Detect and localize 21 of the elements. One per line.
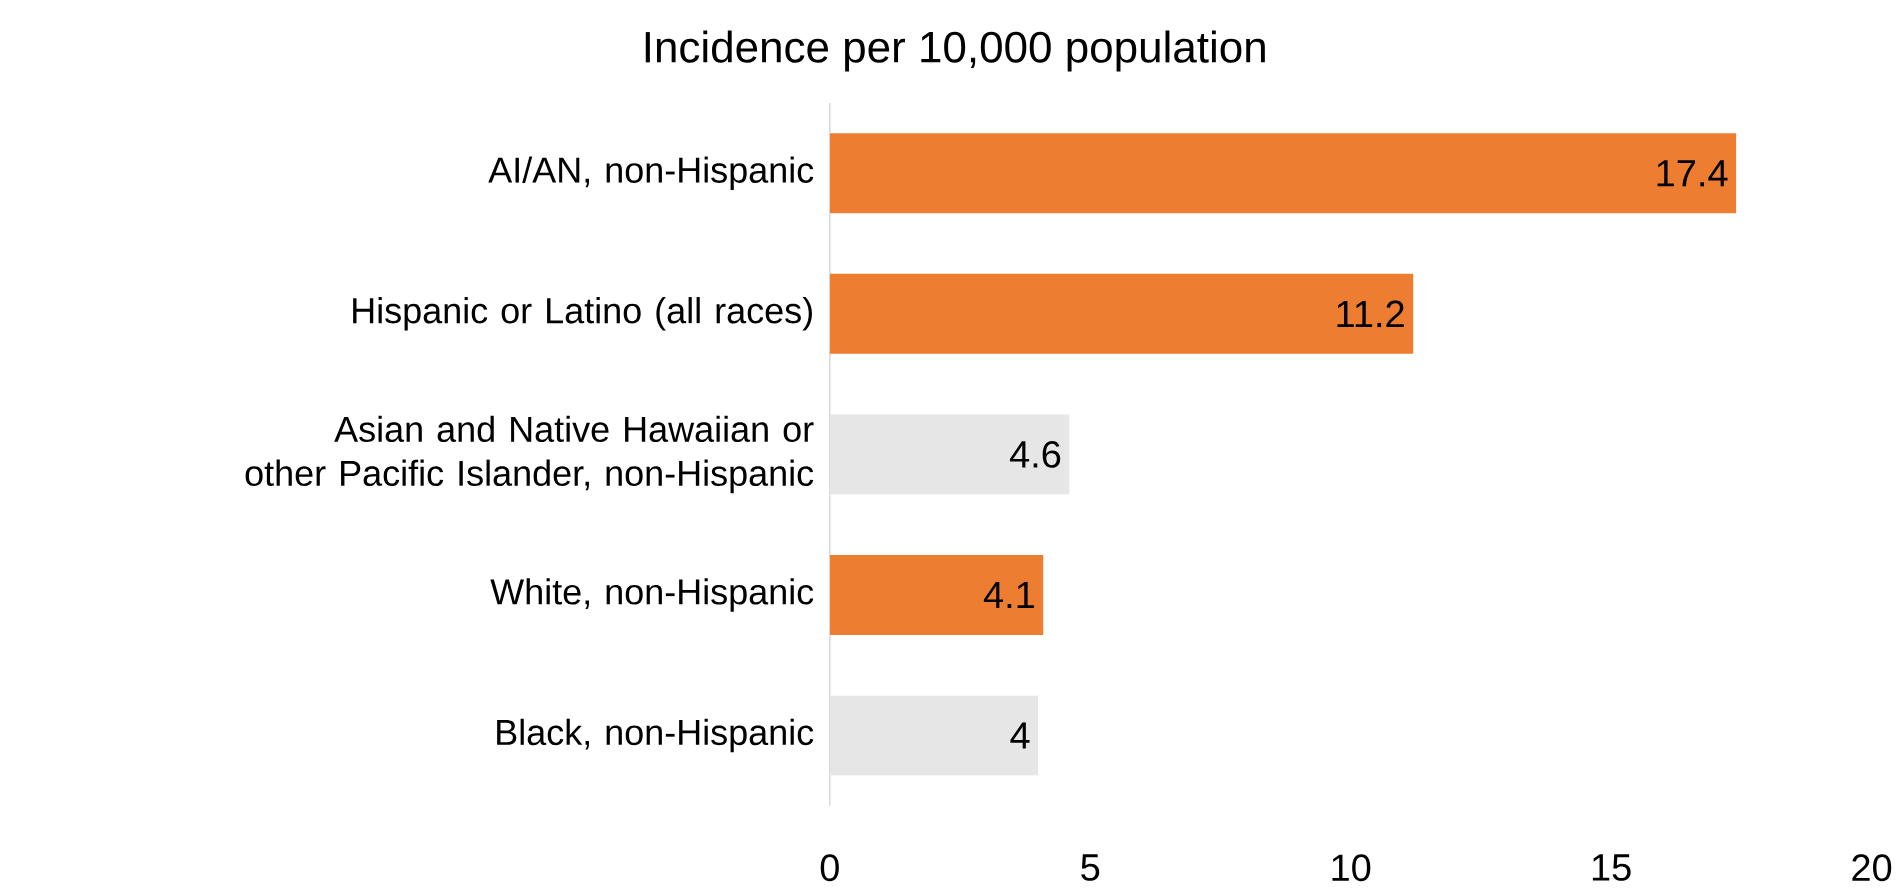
x-tick-label: 0 [820,854,839,882]
data-label: 11.2 [1337,300,1404,328]
y-tick-label: Hispanic or Latino (all races) [353,297,812,331]
bar [829,555,1044,636]
x-tick-label: 15 [1592,854,1631,881]
y-tick-label: White, non-Hispanic [490,578,814,612]
bar [829,414,1070,495]
bar [829,695,1039,776]
y-tick-label: Black, non-Hispanic [497,718,814,753]
x-tick-label: 20 [1852,854,1892,882]
y-tick-label: Asian and Native Hawaiian or other Pacific Islander, non-Hispanic [245,415,814,494]
chart-title: Incidence per 10,000 population [645,30,1265,72]
data-label: 4.1 [983,582,1034,609]
bar [829,273,1414,354]
y-tick-label: AI/AN, non-Hispanic [488,156,814,191]
data-label: 4.6 [1009,441,1061,468]
x-tick-label: 5 [1081,854,1100,881]
bar [829,133,1737,214]
data-label: 17.4 [1657,160,1728,187]
data-label: 4 [1010,722,1030,749]
x-tick-label: 10 [1332,854,1371,882]
